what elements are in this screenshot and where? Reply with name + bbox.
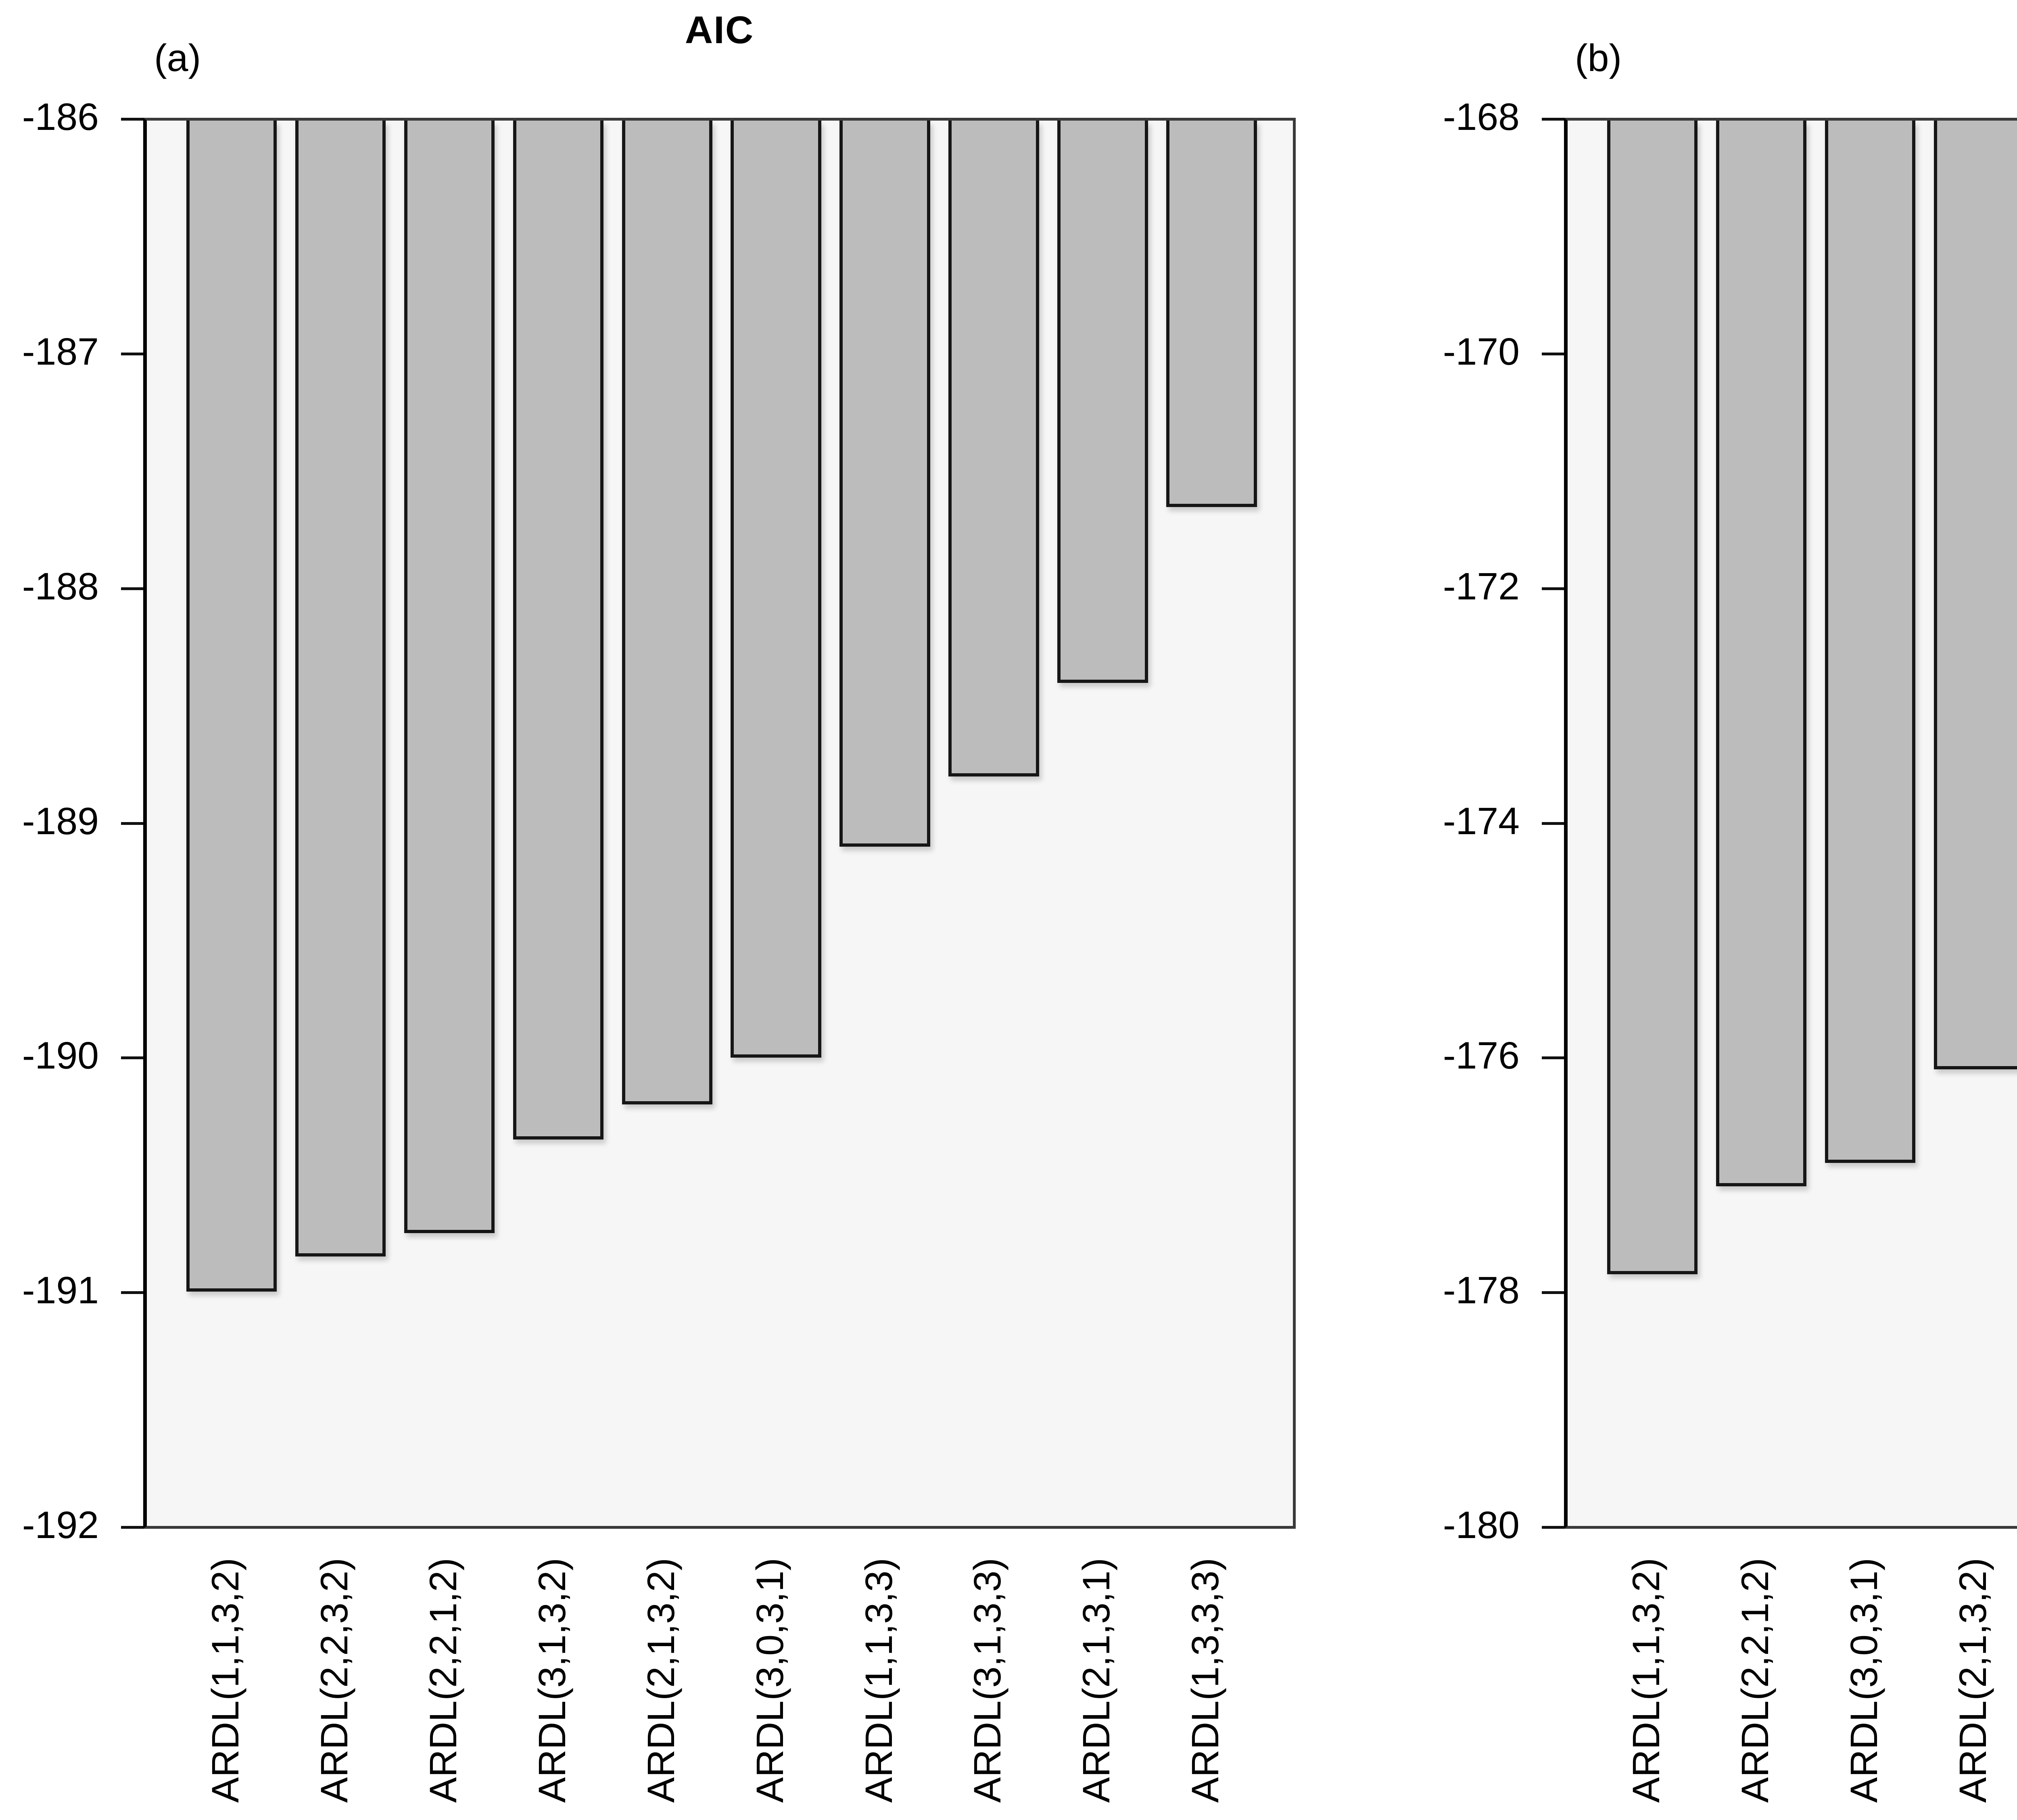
y-axis-tick	[121, 822, 143, 825]
bar-ARDL(1,1,3,3)	[839, 121, 930, 847]
x-category-label: ARDL(1,1,3,2)	[204, 1558, 247, 1803]
y-axis-tick	[1542, 587, 1564, 590]
plot-panel-bic	[1564, 118, 2017, 1529]
y-tick-label: -168	[1443, 96, 1520, 139]
bar-ARDL(2,1,3,2)	[622, 121, 713, 1104]
y-tick-label: -176	[1443, 1034, 1520, 1077]
bar-ARDL(3,0,3,1)	[731, 121, 821, 1058]
y-axis-tick	[1542, 118, 1564, 121]
y-tick-label: -191	[22, 1269, 99, 1312]
bar-ARDL(2,2,3,2)	[295, 121, 386, 1257]
y-axis-tick	[1542, 822, 1564, 825]
y-axis-tick	[1542, 1056, 1564, 1060]
x-category-label: ARDL(2,2,3,2)	[313, 1558, 356, 1803]
y-axis-tick	[1542, 1526, 1564, 1529]
bar-ARDL(2,1,3,2)	[1933, 121, 2017, 1069]
panel-letter-b: (b)	[1575, 37, 1622, 79]
y-axis-tick	[121, 1526, 143, 1529]
chart-title-aic: AIC	[685, 8, 754, 52]
bar-ARDL(3,1,3,2)	[513, 121, 604, 1140]
y-tick-label: -187	[22, 330, 99, 373]
y-tick-label: -180	[1443, 1504, 1520, 1547]
bar-ARDL(2,2,1,2)	[404, 121, 495, 1234]
y-tick-label: -190	[22, 1034, 99, 1077]
y-tick-label: -170	[1443, 330, 1520, 373]
y-axis-tick	[1542, 352, 1564, 355]
plot-panel-aic	[143, 118, 1296, 1529]
y-tick-label: -189	[22, 799, 99, 843]
y-axis-tick	[121, 352, 143, 355]
x-category-label: ARDL(3,0,3,1)	[748, 1558, 791, 1803]
y-tick-label: -172	[1443, 565, 1520, 608]
bar-ARDL(1,3,3,3)	[1166, 121, 1257, 507]
bar-ARDL(1,1,3,2)	[186, 121, 277, 1292]
y-tick-label: -174	[1443, 799, 1520, 843]
bar-ARDL(2,1,3,1)	[1057, 121, 1148, 683]
x-category-label: ARDL(2,2,1,2)	[1734, 1558, 1777, 1803]
y-tick-label: -178	[1443, 1269, 1520, 1312]
y-axis-tick	[121, 1056, 143, 1060]
bar-ARDL(3,1,3,3)	[948, 121, 1039, 776]
x-category-label: ARDL(1,1,3,2)	[1625, 1558, 1668, 1803]
y-axis-tick	[121, 118, 143, 121]
y-tick-label: -192	[22, 1504, 99, 1547]
panel-letter-a: (a)	[154, 37, 201, 79]
y-tick-label: -188	[22, 565, 99, 608]
y-axis-tick	[121, 1291, 143, 1294]
x-category-label: ARDL(1,1,3,3)	[857, 1558, 900, 1803]
y-axis-tick	[121, 587, 143, 590]
x-category-label: ARDL(2,1,3,1)	[1075, 1558, 1118, 1803]
x-category-label: ARDL(3,0,3,1)	[1843, 1558, 1886, 1803]
bar-ARDL(3,0,3,1)	[1825, 121, 1916, 1163]
x-category-label: ARDL(1,3,3,3)	[1184, 1558, 1227, 1803]
x-category-label: ARDL(3,1,3,3)	[966, 1558, 1009, 1803]
x-category-label: ARDL(2,1,3,2)	[639, 1558, 683, 1803]
y-tick-label: -186	[22, 96, 99, 139]
x-category-label: ARDL(2,2,1,2)	[422, 1558, 465, 1803]
bar-ARDL(1,1,3,2)	[1607, 121, 1698, 1274]
x-category-label: ARDL(2,1,3,2)	[1951, 1558, 1994, 1803]
chart-title-bic: BIC	[1564, 9, 2017, 52]
x-category-label: ARDL(3,1,3,2)	[530, 1558, 574, 1803]
y-axis-tick	[1542, 1291, 1564, 1294]
bar-ARDL(2,2,1,2)	[1716, 121, 1807, 1187]
